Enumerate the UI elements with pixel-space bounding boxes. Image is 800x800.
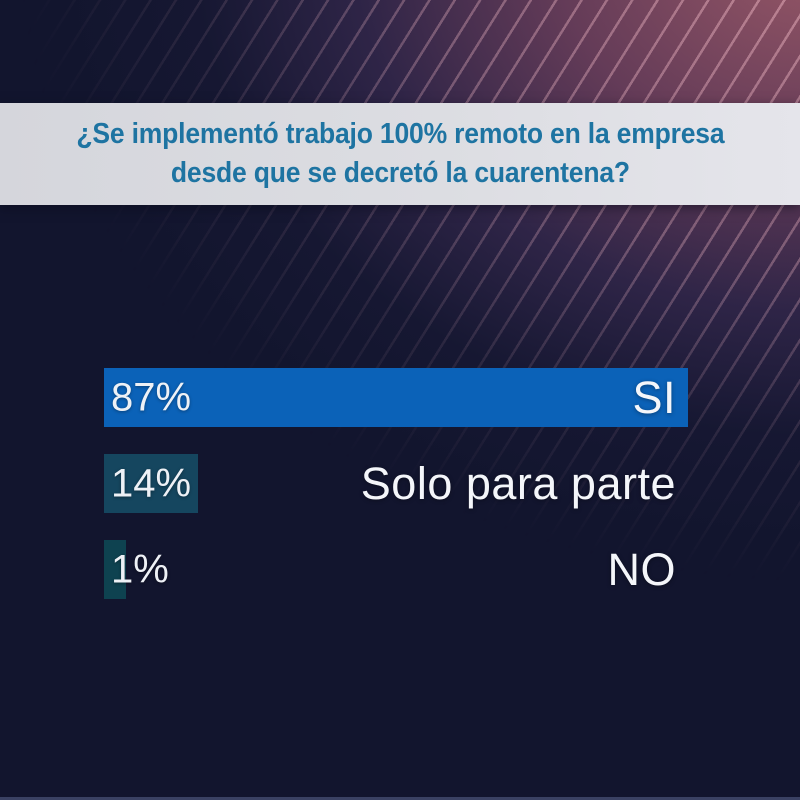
bottom-edge-line bbox=[0, 797, 800, 800]
bar-value-label: 1% bbox=[111, 547, 169, 591]
question-text: ¿Se implementó trabajo 100% remoto en la… bbox=[76, 115, 724, 193]
bar-category-label: NO bbox=[607, 543, 676, 595]
bar-row: 14% Solo para parte bbox=[104, 454, 688, 513]
bar-row: 1% NO bbox=[104, 540, 688, 599]
poll-bar-chart: 87% SI 14% Solo para parte 1% NO bbox=[104, 368, 688, 626]
bar bbox=[104, 454, 198, 513]
bar-row: 87% SI bbox=[104, 368, 688, 427]
bar bbox=[104, 368, 688, 427]
bar-value-label: 87% bbox=[111, 375, 192, 419]
question-line-1: ¿Se implementó trabajo 100% remoto en la… bbox=[75, 118, 725, 150]
bar-category-label: SI bbox=[632, 371, 676, 423]
bar-value-label: 14% bbox=[111, 461, 192, 505]
bar-category-label: Solo para parte bbox=[360, 457, 676, 509]
bar bbox=[104, 540, 126, 599]
question-line-2: desde que se decretó la cuarentena? bbox=[170, 157, 630, 189]
question-banner: ¿Se implementó trabajo 100% remoto en la… bbox=[0, 103, 800, 205]
